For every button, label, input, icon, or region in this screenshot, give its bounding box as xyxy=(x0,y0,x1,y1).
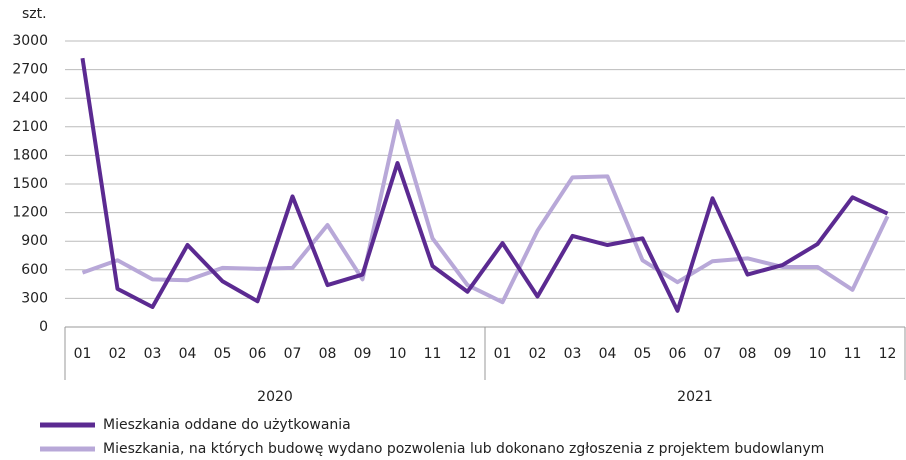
x-tick-label: 09 xyxy=(774,346,792,362)
series-line xyxy=(81,119,890,305)
y-tick-label: 0 xyxy=(39,319,48,335)
y-tick-label: 300 xyxy=(21,290,48,306)
x-tick-label: 04 xyxy=(179,346,197,362)
x-tick-label: 01 xyxy=(74,346,92,362)
x-tick-label: 09 xyxy=(354,346,372,362)
legend-label: Mieszkania, na których budowę wydano poz… xyxy=(103,441,824,457)
y-tick-label: 1200 xyxy=(12,205,48,221)
x-tick-label: 10 xyxy=(809,346,827,362)
x-tick-label: 07 xyxy=(704,346,722,362)
x-tick-label: 12 xyxy=(879,346,897,362)
legend-label: Mieszkania oddane do użytkowania xyxy=(103,417,351,433)
x-tick-label: 03 xyxy=(144,346,162,362)
y-tick-label: 2700 xyxy=(12,62,48,78)
y-axis-label: szt. xyxy=(22,6,47,22)
x-tick-label: 06 xyxy=(249,346,267,362)
x-tick-label: 11 xyxy=(424,346,442,362)
series-line xyxy=(80,57,889,313)
y-tick-label: 900 xyxy=(21,233,48,249)
x-tick-label: 07 xyxy=(284,346,302,362)
x-tick-label: 02 xyxy=(529,346,547,362)
x-tick-label: 03 xyxy=(564,346,582,362)
y-tick-label: 2100 xyxy=(12,119,48,135)
x-tick-label: 01 xyxy=(494,346,512,362)
y-tick-label: 600 xyxy=(21,262,48,278)
y-tick-label: 2400 xyxy=(12,90,48,106)
y-tick-label: 1800 xyxy=(12,147,48,163)
x-tick-label: 05 xyxy=(214,346,232,362)
x-tick-label: 05 xyxy=(634,346,652,362)
x-group-label: 2020 xyxy=(257,389,293,405)
x-tick-label: 10 xyxy=(389,346,407,362)
x-tick-label: 12 xyxy=(459,346,477,362)
x-group-label: 2021 xyxy=(677,389,713,405)
x-tick-label: 06 xyxy=(669,346,687,362)
x-tick-label: 08 xyxy=(739,346,757,362)
x-tick-label: 11 xyxy=(844,346,862,362)
y-tick-label: 1500 xyxy=(12,176,48,192)
x-tick-label: 04 xyxy=(599,346,617,362)
x-tick-label: 02 xyxy=(109,346,127,362)
y-tick-label: 3000 xyxy=(12,33,48,49)
x-tick-label: 08 xyxy=(319,346,337,362)
